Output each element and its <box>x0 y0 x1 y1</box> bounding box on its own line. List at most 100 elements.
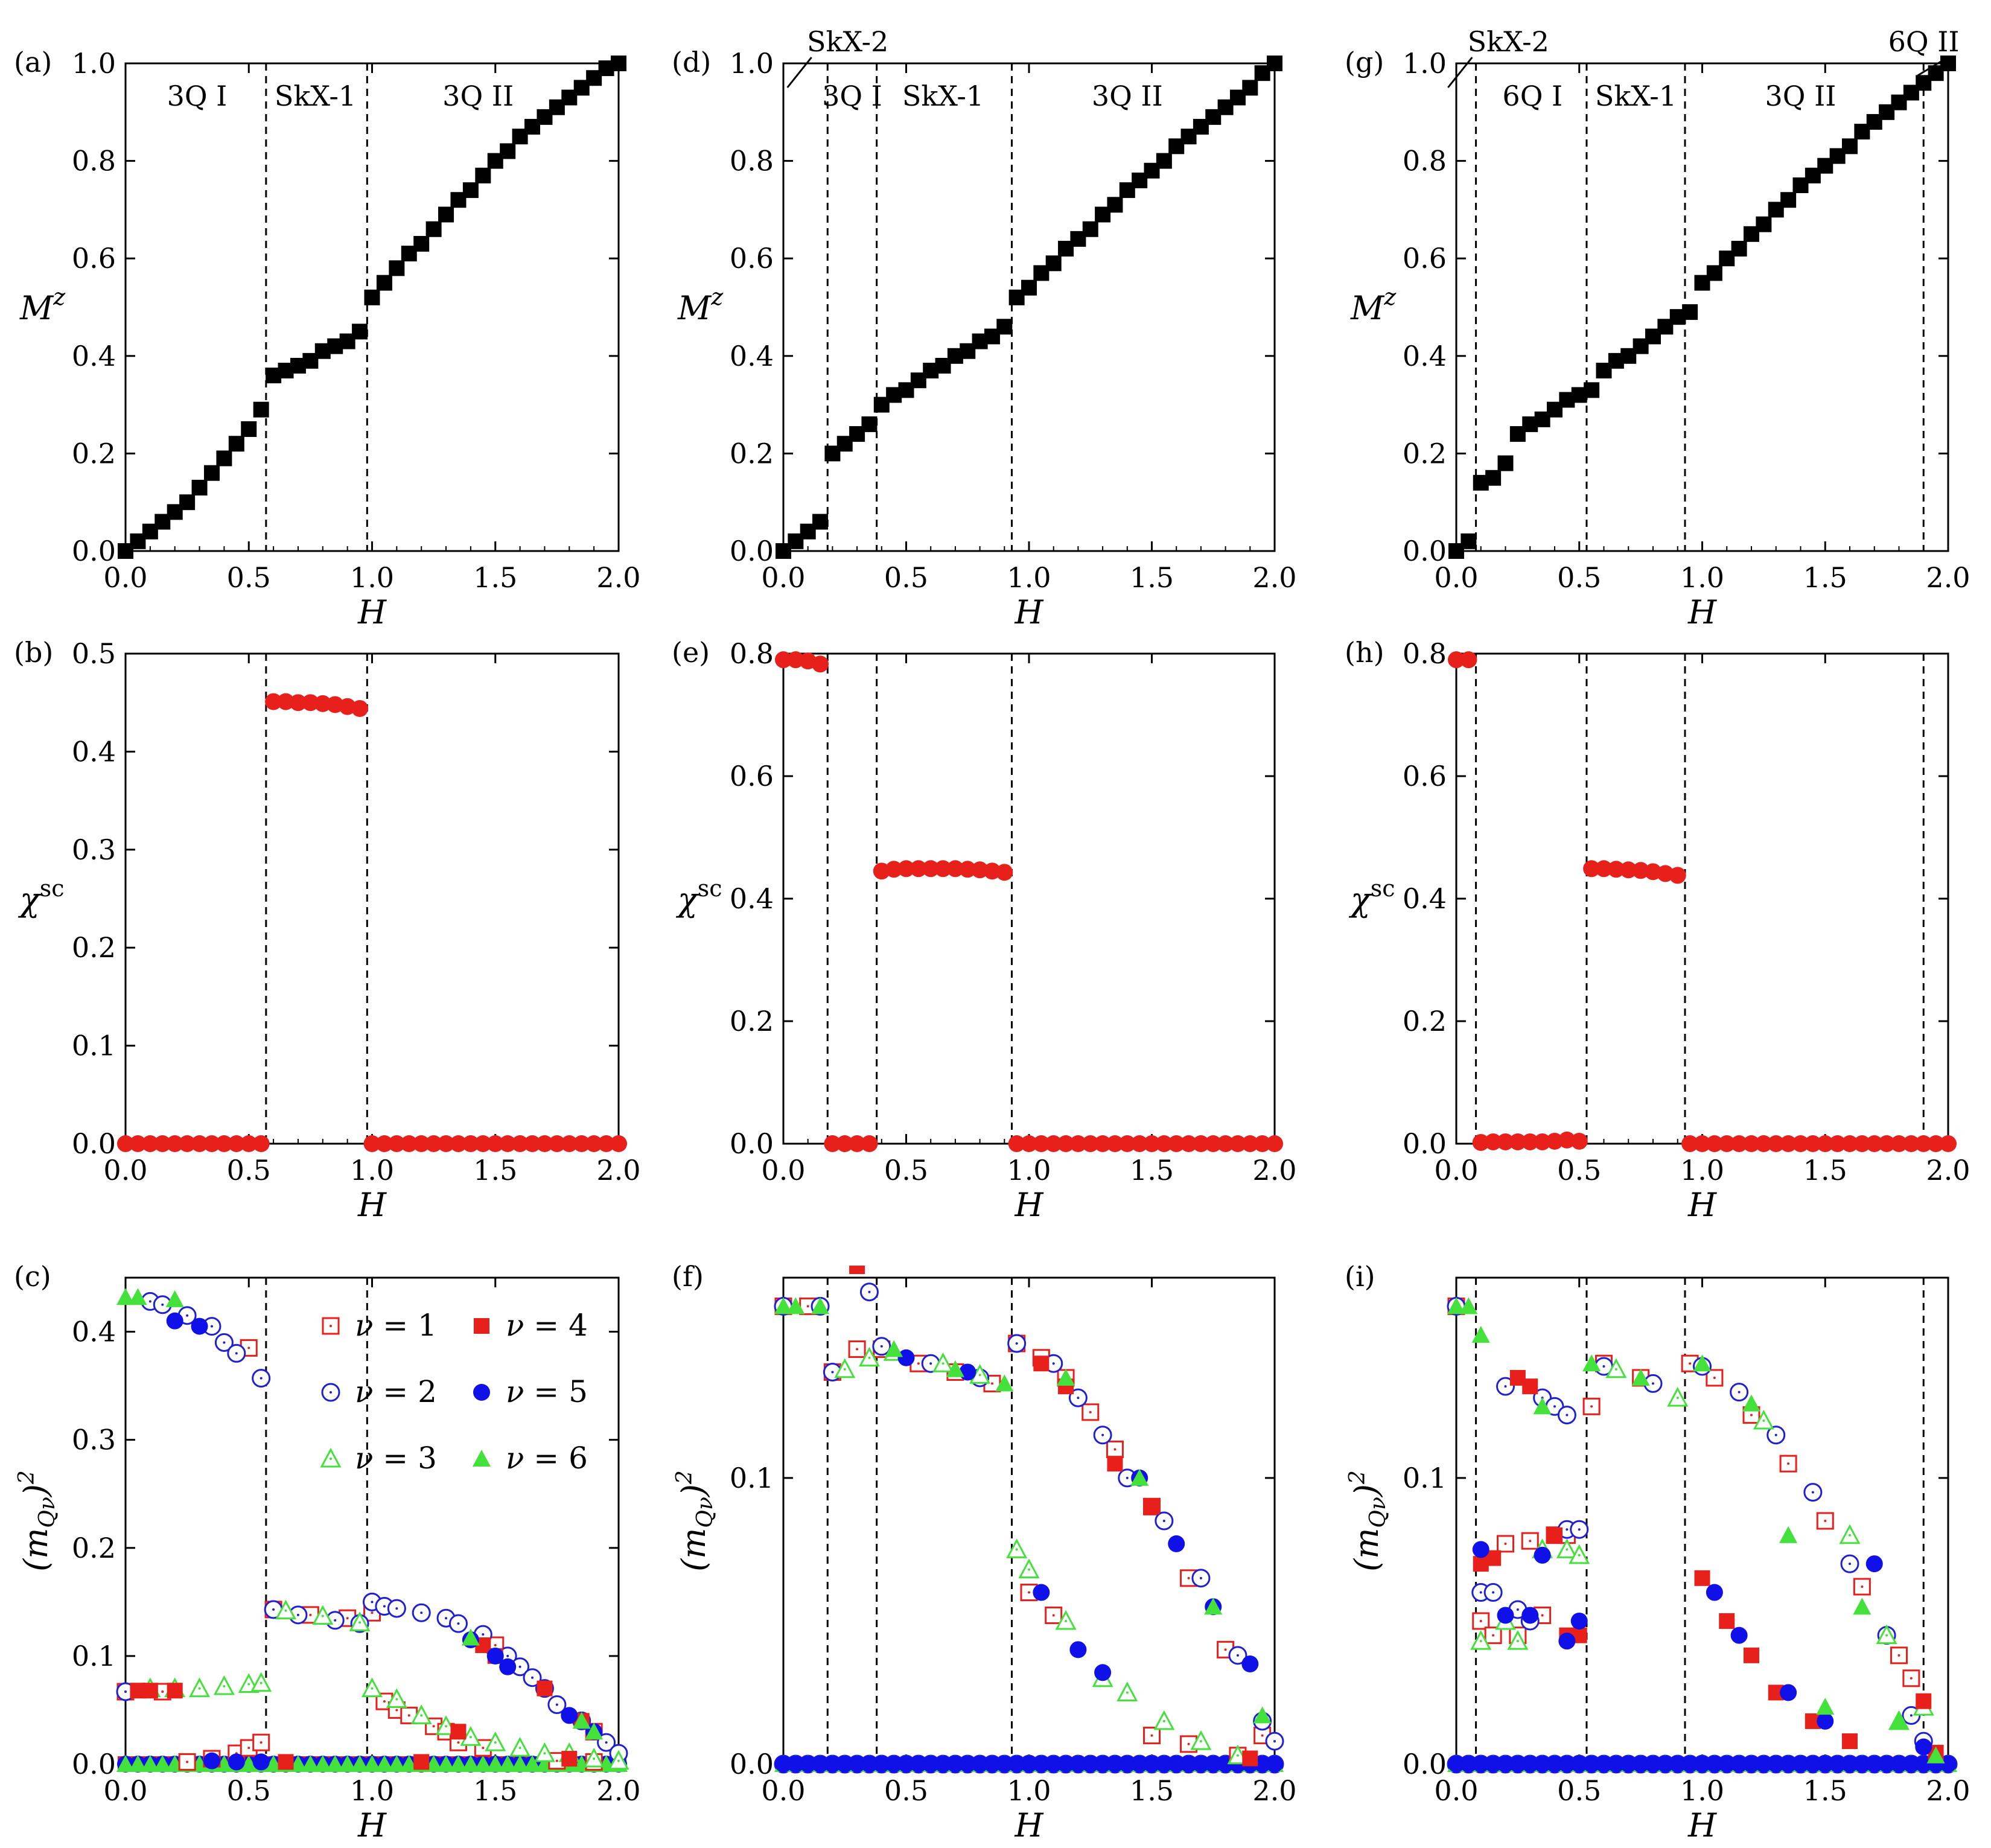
chi-point-b-37 <box>573 1135 590 1152</box>
m-baseline-f-2 <box>934 1756 952 1773</box>
m-baseline-f-2 <box>861 1756 878 1773</box>
m-baseline-i-2 <box>1620 1756 1637 1773</box>
panel-b: (b) 0.0 0.5 1.0 1.5 2.0 H 0.0 0.1 0.2 0.3 0.4 0.5 χsc <box>14 636 641 1224</box>
x-axis-title-i: H <box>1687 1806 1717 1844</box>
m-point-f-3-2 <box>849 1266 865 1275</box>
m-point-c-5-5 <box>572 1712 591 1729</box>
chi-point-e-30 <box>1143 1135 1161 1152</box>
m-baseline-f-2 <box>1180 1756 1197 1773</box>
y-tick-label-i-0: 0.0 <box>1403 1748 1447 1780</box>
x-tick-label-f-2: 1.0 <box>1007 1774 1051 1807</box>
y-tick-label-b-2: 0.2 <box>72 931 116 964</box>
m-point-i-1-7-center <box>1566 1528 1569 1531</box>
chi-point-e-33 <box>1180 1135 1197 1152</box>
chi-point-h-14 <box>1620 861 1637 879</box>
chi-point-b-7 <box>203 1135 220 1152</box>
mz-point-g-4 <box>1497 455 1514 471</box>
m-point-i-2-7-center <box>1676 1397 1679 1400</box>
m-point-i-0-12 <box>1779 1455 1797 1473</box>
m-point-i-1-12-center <box>1774 1433 1777 1436</box>
x-tick-label-b-1: 0.5 <box>227 1154 271 1187</box>
y-tick-label-e-3: 0.6 <box>730 760 774 792</box>
chi-point-h-40 <box>1940 1135 1957 1152</box>
mz-point-g-27 <box>1780 192 1797 208</box>
legend-label-5: ν = 6 <box>506 1441 588 1476</box>
m-point-c-4-6 <box>486 1647 504 1665</box>
m-point-c-1-10-center <box>334 1619 337 1622</box>
x-tick-label-a-0: 0.0 <box>103 561 147 594</box>
chi-point-h-35 <box>1878 1135 1896 1152</box>
m-point-c-2-5-center <box>260 1681 263 1684</box>
m-baseline-f-2 <box>1192 1756 1209 1773</box>
y-axis-title-i: (mQν)2 <box>1345 1470 1391 1572</box>
m-point-i-2-2-center <box>1516 1640 1519 1643</box>
mz-point-d-7 <box>861 416 878 432</box>
chi-point-e-26 <box>1094 1135 1112 1152</box>
m-baseline-i-2 <box>1730 1756 1748 1773</box>
m-point-f-2-12-center <box>1236 1754 1239 1757</box>
m-point-i-1-8-center <box>1602 1365 1605 1368</box>
m-point-f-2-3-center <box>941 1362 945 1365</box>
mz-point-d-22 <box>1045 255 1062 272</box>
y-tick-label-d-1: 0.2 <box>730 437 774 470</box>
m-baseline-f-2 <box>959 1756 976 1773</box>
chi-point-e-28 <box>1118 1135 1136 1152</box>
plot-frame-e <box>782 652 1276 1145</box>
y-tick-label-b-4: 0.4 <box>72 735 116 768</box>
x-tick-label-i-0: 0.0 <box>1434 1774 1478 1807</box>
m-baseline-i-2 <box>1645 1756 1661 1773</box>
x-tick-label-f-1: 0.5 <box>884 1774 928 1807</box>
m-baseline-c-2 <box>215 1755 234 1772</box>
x-axis-title-h: H <box>1687 1186 1717 1224</box>
m-point-i-3-8 <box>1719 1613 1735 1629</box>
m-point-f-1-2-center <box>831 1371 834 1374</box>
data-layer-e <box>775 651 1283 1152</box>
m-point-c-5-6 <box>585 1722 604 1740</box>
chi-point-e-11 <box>909 860 927 878</box>
x-tick-label-h-2: 1.0 <box>1680 1154 1724 1187</box>
panel-label-g: (g) <box>1345 46 1384 78</box>
m-baseline-f-2 <box>897 1756 915 1773</box>
m-baseline-i-2 <box>1940 1756 1957 1773</box>
y-tick-label-d-2: 0.4 <box>730 340 774 372</box>
m-point-f-5-6 <box>1057 1368 1075 1386</box>
m-point-i-5-5 <box>1631 1368 1650 1386</box>
chi-point-b-40 <box>610 1135 627 1152</box>
m-baseline-c-2 <box>351 1755 369 1772</box>
m-baseline-i-2 <box>1583 1756 1601 1773</box>
mz-point-a-21 <box>376 275 392 291</box>
chi-point-h-5 <box>1509 1133 1526 1150</box>
chi-point-h-10 <box>1570 1132 1588 1150</box>
panel-label-i: (i) <box>1345 1260 1375 1293</box>
chi-point-h-24 <box>1743 1135 1760 1152</box>
x-tick-label-i-1: 0.5 <box>1557 1774 1601 1807</box>
legend-marker-4-center <box>330 1458 332 1460</box>
m-baseline-c-2 <box>153 1755 172 1772</box>
m-point-c-2-2-center <box>198 1687 201 1690</box>
m-point-f-1-8-center <box>1052 1362 1055 1365</box>
y-tick-label-e-0: 0.0 <box>730 1127 774 1160</box>
x-tick-label-b-2: 1.0 <box>350 1154 394 1187</box>
m-baseline-f-2 <box>1082 1756 1099 1773</box>
m-point-c-1-15-center <box>420 1611 423 1614</box>
chi-point-e-29 <box>1131 1135 1148 1152</box>
x-tick-label-f-4: 2.0 <box>1252 1774 1296 1807</box>
chi-point-e-21 <box>1033 1135 1050 1152</box>
m-baseline-f-2 <box>909 1756 927 1773</box>
m-point-i-5-3 <box>1533 1397 1552 1415</box>
mz-point-g-19 <box>1682 304 1698 320</box>
m-point-i-1-9-center <box>1652 1382 1654 1385</box>
mz-point-a-25 <box>425 221 442 237</box>
m-baseline-c-2 <box>461 1755 480 1772</box>
m-baseline-i-2 <box>1841 1756 1858 1773</box>
m-point-c-2-12-center <box>445 1725 448 1728</box>
m-point-f-5-8 <box>1204 1598 1223 1615</box>
x-axis-title-d: H <box>1014 593 1043 631</box>
m-baseline-f-2 <box>996 1756 1013 1773</box>
m-point-f-4-8 <box>1241 1655 1259 1673</box>
m-baseline-f-2 <box>922 1756 940 1773</box>
y-axis-title-h: χsc <box>1348 875 1395 919</box>
m-point-f-3-1 <box>837 1250 853 1266</box>
m-point-c-0-1-center <box>161 1690 164 1693</box>
x-tick-label-a-2: 1.0 <box>350 561 394 594</box>
